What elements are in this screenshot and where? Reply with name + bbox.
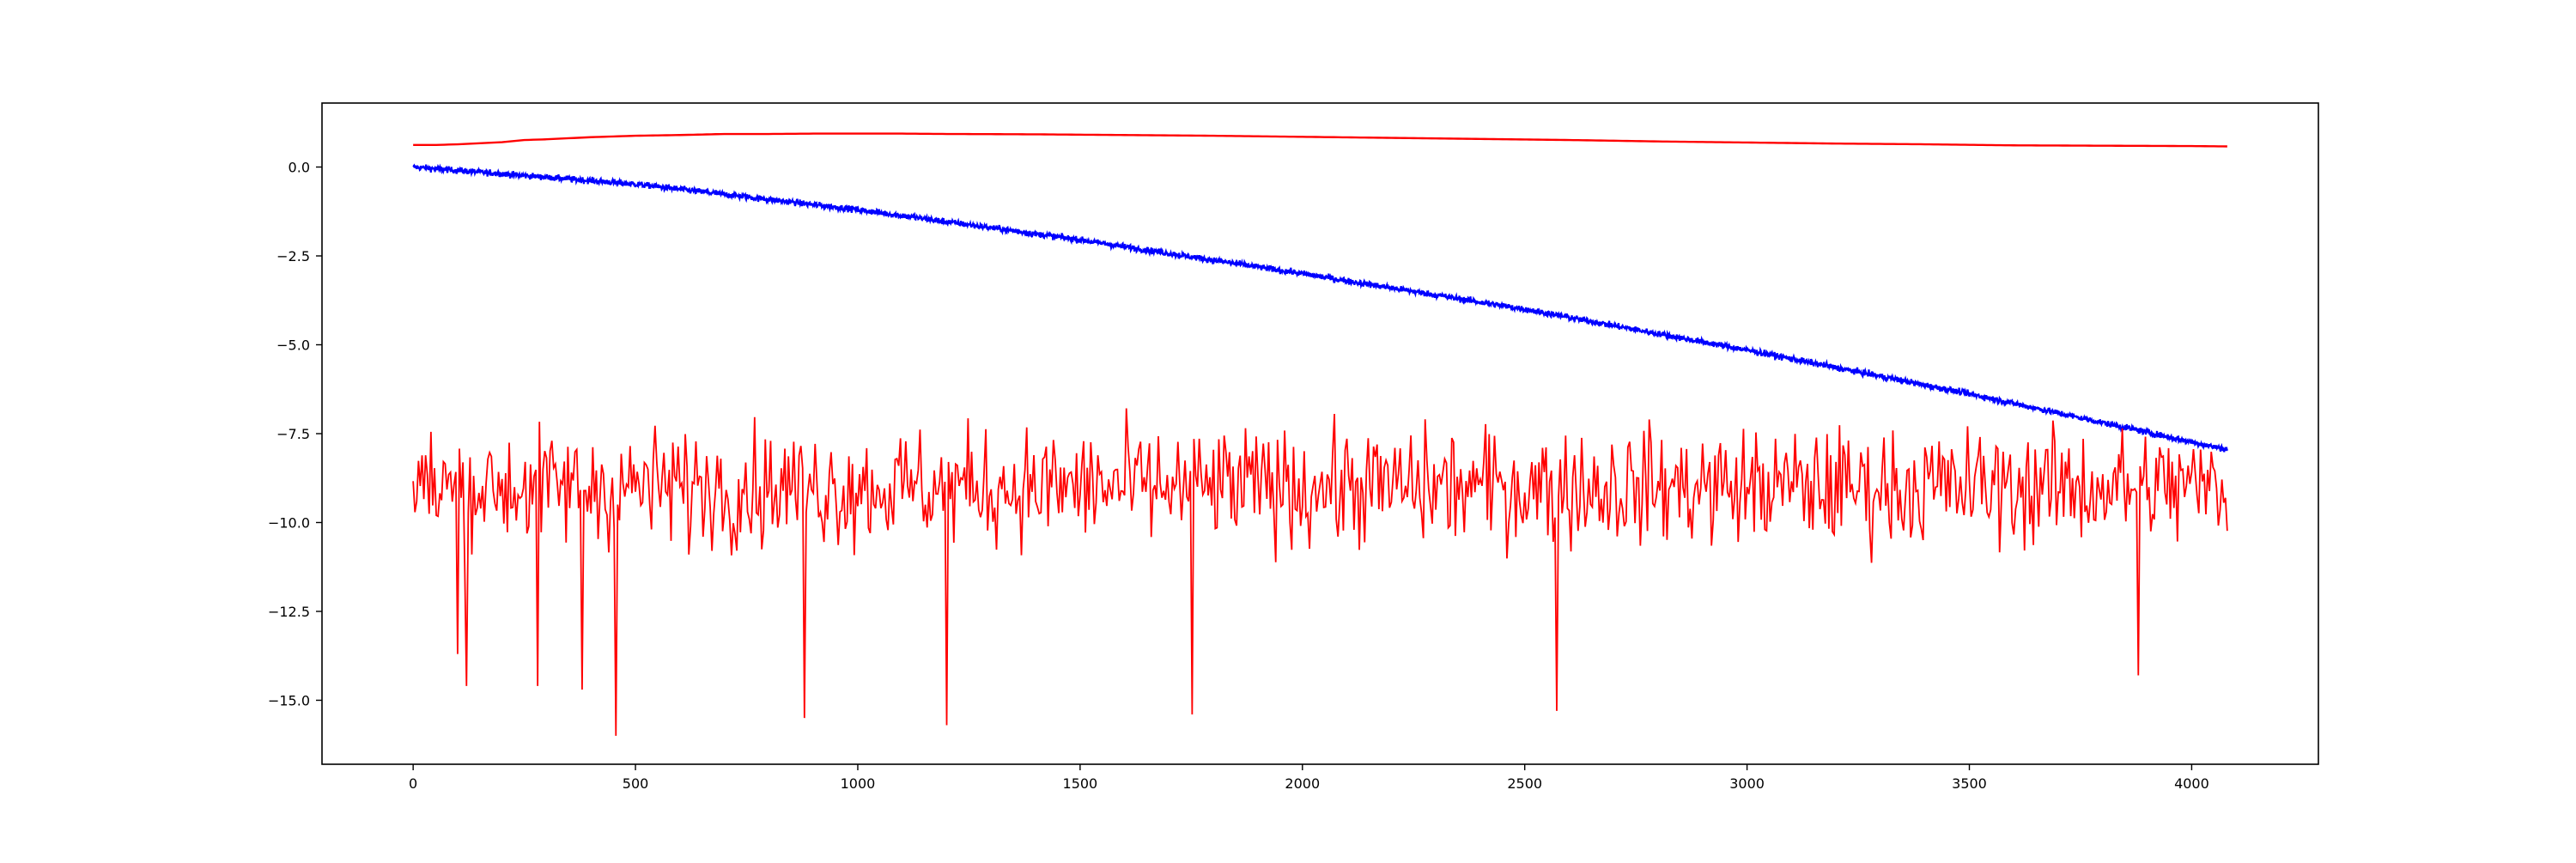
y-tick-label: −10.0 bbox=[268, 514, 310, 531]
series-line-2 bbox=[412, 408, 2228, 736]
x-tick-label: 1000 bbox=[841, 775, 876, 792]
x-tick-label: 3000 bbox=[1729, 775, 1765, 792]
y-axis: 0.0 −2.5 −5.0 −7.5 −10.0 −12.5 −15.0 bbox=[268, 160, 322, 708]
x-tick-label: 1500 bbox=[1063, 775, 1098, 792]
x-tick-label: 3500 bbox=[1952, 775, 1987, 792]
x-tick-label: 4000 bbox=[2174, 775, 2209, 792]
y-tick-label: −2.5 bbox=[276, 248, 310, 264]
x-tick-label: 2500 bbox=[1507, 775, 1542, 792]
plot-frame bbox=[321, 102, 2319, 765]
y-tick-label: −7.5 bbox=[276, 426, 310, 442]
y-tick-label: 0.0 bbox=[289, 160, 310, 176]
y-tick-label: −12.5 bbox=[268, 604, 310, 620]
series-line-0 bbox=[413, 132, 2227, 148]
x-axis: 0 500 1000 1500 2000 2500 3000 3500 4000 bbox=[409, 764, 2209, 792]
series-layer bbox=[412, 132, 2228, 736]
x-tick-label: 2000 bbox=[1285, 775, 1320, 792]
series-line-1 bbox=[412, 163, 2228, 453]
x-tick-label: 500 bbox=[623, 775, 649, 792]
y-tick-label: −15.0 bbox=[268, 692, 310, 708]
y-tick-label: −5.0 bbox=[276, 337, 310, 354]
x-tick-label: 0 bbox=[409, 775, 417, 792]
